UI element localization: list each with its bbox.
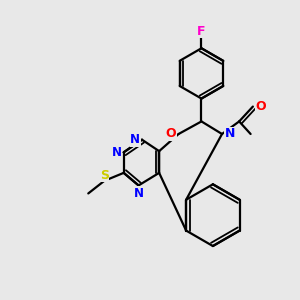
- Text: F: F: [197, 25, 206, 38]
- Text: N: N: [134, 187, 144, 200]
- Text: N: N: [112, 146, 122, 159]
- Text: N: N: [130, 133, 140, 146]
- Text: S: S: [100, 169, 109, 182]
- Text: O: O: [256, 100, 266, 113]
- Text: O: O: [165, 128, 176, 140]
- Text: N: N: [225, 128, 235, 140]
